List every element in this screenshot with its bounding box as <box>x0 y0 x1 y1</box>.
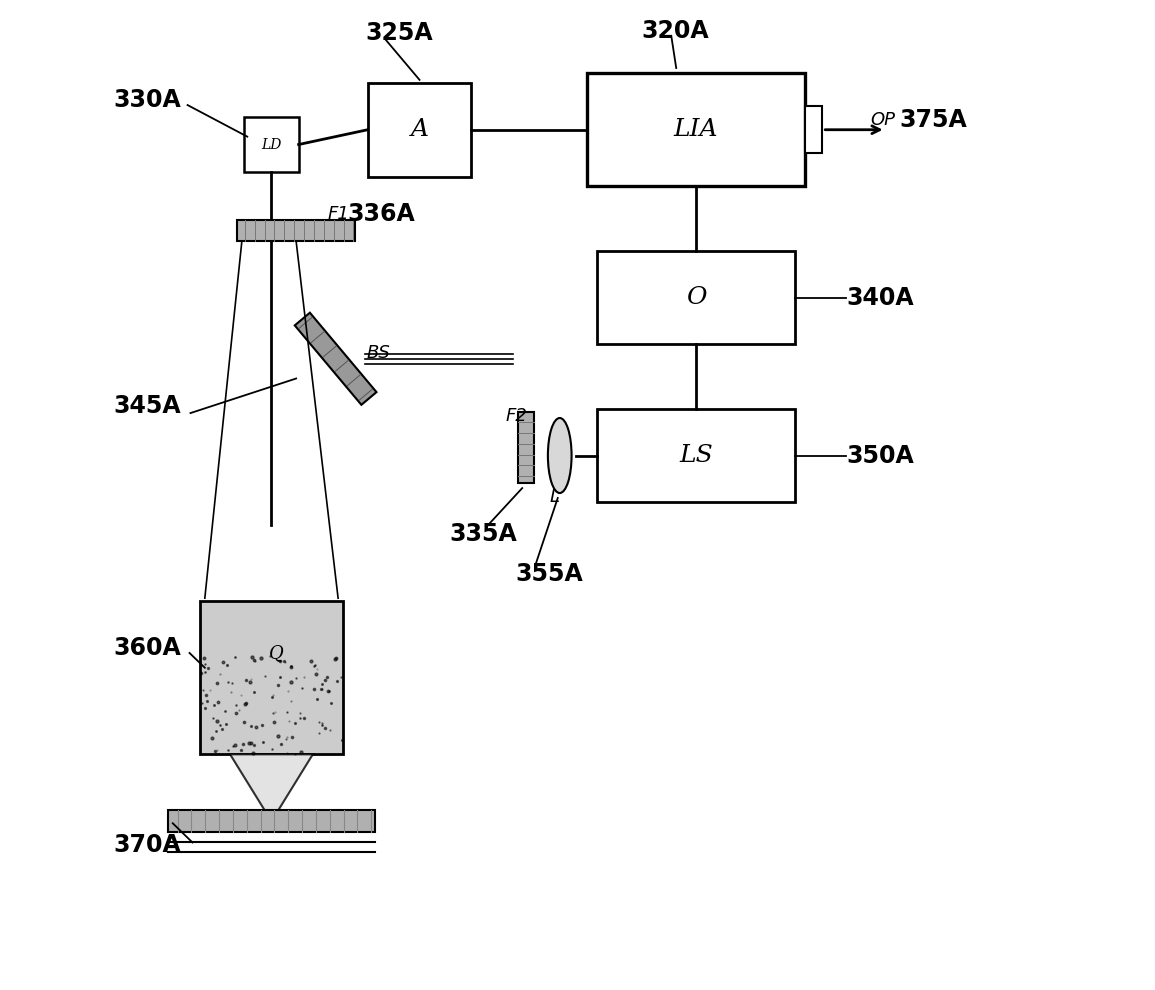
Text: O: O <box>686 286 706 309</box>
Text: 350A: 350A <box>845 444 914 467</box>
Text: 340A: 340A <box>845 285 914 310</box>
Text: 360A: 360A <box>113 636 181 660</box>
Text: LIA: LIA <box>673 118 718 142</box>
Text: F2: F2 <box>506 407 528 425</box>
Text: 320A: 320A <box>642 19 709 43</box>
Ellipse shape <box>547 418 572 493</box>
FancyBboxPatch shape <box>167 811 375 833</box>
Text: 330A: 330A <box>113 88 181 112</box>
FancyBboxPatch shape <box>200 601 343 754</box>
Text: 370A: 370A <box>113 834 181 857</box>
Text: Q: Q <box>269 644 284 662</box>
Text: 336A: 336A <box>348 202 416 226</box>
FancyBboxPatch shape <box>588 73 805 186</box>
FancyBboxPatch shape <box>597 409 795 502</box>
Text: 335A: 335A <box>449 523 517 546</box>
FancyBboxPatch shape <box>597 250 795 345</box>
Text: 375A: 375A <box>900 108 967 132</box>
Text: LD: LD <box>261 138 282 151</box>
Text: 325A: 325A <box>365 21 433 45</box>
FancyBboxPatch shape <box>519 412 534 483</box>
FancyBboxPatch shape <box>805 106 822 153</box>
Text: F1: F1 <box>328 205 350 223</box>
FancyBboxPatch shape <box>245 118 299 171</box>
Text: LS: LS <box>679 444 713 467</box>
Polygon shape <box>295 313 377 405</box>
Text: 355A: 355A <box>515 562 583 586</box>
FancyBboxPatch shape <box>237 220 356 242</box>
Text: OP: OP <box>871 111 896 129</box>
Text: L: L <box>550 488 560 506</box>
Text: 345A: 345A <box>113 394 181 418</box>
Polygon shape <box>230 754 313 822</box>
Text: BS: BS <box>366 344 390 361</box>
Text: A: A <box>410 118 429 142</box>
FancyBboxPatch shape <box>367 83 471 176</box>
